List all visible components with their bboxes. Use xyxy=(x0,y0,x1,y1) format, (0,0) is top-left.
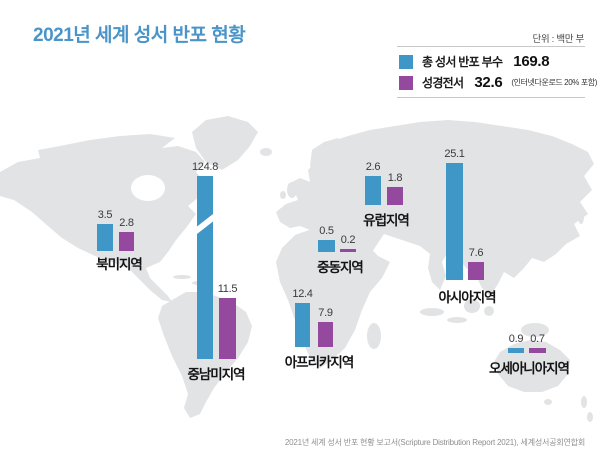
bar-value-total-오세아니아지역: 0.9 xyxy=(508,333,524,345)
bar-value-bible-북미지역: 2.8 xyxy=(119,217,134,229)
map-new-zealand-south xyxy=(587,412,593,422)
bar-total-중동지역 xyxy=(318,240,335,252)
bar-total-아시아지역 xyxy=(446,163,463,280)
bar-value-bible-아프리카지역: 7.9 xyxy=(318,307,333,319)
region-label-유럽지역: 유럽지역 xyxy=(363,213,410,228)
map-scandinavia xyxy=(310,138,344,178)
map-caribbean xyxy=(173,275,191,279)
map-sri-lanka xyxy=(445,295,451,301)
map-sumatra xyxy=(420,308,444,316)
legend-total-label: 총 성서 반포 부수 xyxy=(422,55,503,69)
bar-bible-오세아니아지역 xyxy=(529,348,546,353)
bar-value-total-중남미지역: 124.8 xyxy=(191,161,219,173)
legend-bible-note: (인터넷다운로드 20% 포함) xyxy=(511,78,597,87)
bar-total-아프리카지역 xyxy=(295,303,310,347)
bar-bible-유럽지역 xyxy=(387,187,403,205)
bar-bible-아프리카지역 xyxy=(318,322,333,347)
region-label-중남미지역: 중남미지역 xyxy=(187,367,245,382)
page-title: 2021년 세계 성서 반포 현황 xyxy=(33,25,246,46)
unit-note: 단위 : 백만 부 xyxy=(532,34,584,45)
region-label-중동지역: 중동지역 xyxy=(317,260,364,275)
legend-bible-value: 32.6 xyxy=(474,74,503,91)
region-label-북미지역: 북미지역 xyxy=(96,257,143,272)
map-greenland xyxy=(192,116,258,170)
map-japan-south xyxy=(578,210,584,224)
bar-bible-중남미지역 xyxy=(219,298,236,359)
legend-swatch-bible-icon xyxy=(399,75,413,90)
map-iceland xyxy=(260,148,272,156)
map-madagascar xyxy=(367,323,381,349)
map-hudson-bay xyxy=(131,175,165,201)
bar-value-total-북미지역: 3.5 xyxy=(97,209,113,221)
map-new-guinea xyxy=(521,323,549,337)
legend-bible-label: 성경전서 xyxy=(422,76,464,90)
map-australia xyxy=(494,340,570,392)
bar-value-bible-아시아지역: 7.6 xyxy=(468,247,484,259)
bar-total-오세아니아지역 xyxy=(508,348,524,353)
map-new-zealand-north xyxy=(581,396,587,408)
map-java xyxy=(447,317,467,323)
region-label-아시아지역: 아시아지역 xyxy=(438,290,496,305)
bar-value-total-중동지역: 0.5 xyxy=(319,225,334,237)
bar-bible-아시아지역 xyxy=(468,262,484,280)
map-sulawesi xyxy=(484,306,494,316)
bar-value-bible-유럽지역: 1.8 xyxy=(387,172,403,184)
bar-total-중남미지역 xyxy=(197,176,213,359)
map-japan-north xyxy=(570,192,578,208)
bar-value-bible-중동지역: 0.2 xyxy=(340,234,356,246)
legend-swatch-total-icon xyxy=(399,54,413,69)
bar-value-bible-중남미지역: 11.5 xyxy=(217,283,238,295)
map-britain xyxy=(287,182,297,198)
legend: 총 성서 반포 부수 169.8 성경전서 32.6 (인터넷다운로드 20% … xyxy=(397,46,597,98)
legend-row-total: 총 성서 반포 부수 169.8 xyxy=(399,53,583,70)
region-label-오세아니아지역: 오세아니아지역 xyxy=(489,361,570,376)
map-ireland xyxy=(280,191,286,199)
bar-total-유럽지역 xyxy=(365,176,381,205)
bar-total-북미지역 xyxy=(97,224,113,251)
bar-value-total-아프리카지역: 12.4 xyxy=(292,288,313,300)
legend-total-value: 169.8 xyxy=(513,53,550,70)
bar-bible-중동지역 xyxy=(340,249,356,252)
map-borneo xyxy=(464,299,480,313)
map-tasmania xyxy=(544,399,552,405)
bar-bible-북미지역 xyxy=(119,232,134,251)
region-label-아프리카지역: 아프리카지역 xyxy=(284,355,355,370)
legend-row-bible: 성경전서 32.6 (인터넷다운로드 20% 포함) xyxy=(399,74,597,91)
source-note: 2021년 세계 성서 반포 현황 보고서(Scripture Distribu… xyxy=(284,438,585,447)
bar-value-bible-오세아니아지역: 0.7 xyxy=(530,333,545,345)
map-philippines xyxy=(493,259,501,273)
bar-value-total-유럽지역: 2.6 xyxy=(365,161,381,173)
bar-value-total-아시아지역: 25.1 xyxy=(444,148,465,160)
